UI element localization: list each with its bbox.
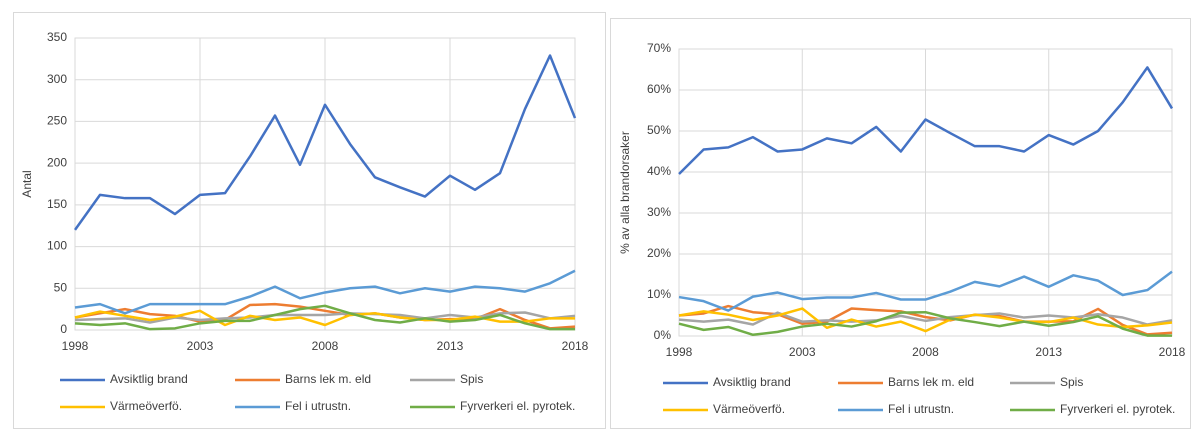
legend-label: Värmeöverfö.: [110, 399, 182, 413]
series-line: [678, 304, 1173, 336]
y-tick-label: 70%: [647, 41, 671, 55]
series-line: [74, 309, 575, 327]
legend-label: Fyrverkeri el. pyrotek.: [460, 399, 575, 413]
legend-label: Spis: [1060, 375, 1083, 389]
x-tick-label: 2003: [187, 339, 214, 353]
y-tick-label: 60%: [647, 82, 671, 96]
x-tick-label: 1998: [666, 345, 693, 359]
y-tick-label: 0%: [654, 328, 672, 342]
series-line: [74, 311, 576, 324]
x-tick-label: 2013: [1035, 345, 1062, 359]
y-axis-title: Antal: [20, 170, 34, 197]
y-tick-label: 50: [54, 280, 68, 294]
y-tick-label: 300: [47, 72, 67, 86]
legend-label: Avsiktlig brand: [713, 375, 791, 389]
legend-label: Fel i utrustn.: [888, 402, 954, 416]
panel-right: [610, 18, 1191, 429]
series-line: [678, 310, 1172, 337]
y-tick-label: 250: [47, 114, 67, 128]
y-tick-label: 0: [60, 322, 67, 336]
y-tick-label: 40%: [647, 164, 671, 178]
legend-label: Spis: [460, 372, 483, 386]
y-tick-label: 200: [47, 155, 67, 169]
series-line: [678, 307, 1173, 333]
x-tick-label: 2018: [562, 339, 589, 353]
x-tick-label: 2008: [912, 345, 939, 359]
series-line: [73, 54, 577, 231]
series-line: [74, 269, 576, 315]
legend-label: Värmeöverfö.: [713, 402, 785, 416]
legend-label: Barns lek m. eld: [888, 375, 974, 389]
y-tick-label: 30%: [647, 205, 671, 219]
x-tick-label: 1998: [62, 339, 89, 353]
series-line: [678, 270, 1173, 312]
plot-border: [678, 48, 1173, 337]
plot-border: [74, 37, 576, 331]
y-tick-label: 50%: [647, 123, 671, 137]
y-axis-title: % av alla brandorsaker: [618, 131, 632, 254]
x-tick-label: 2003: [789, 345, 816, 359]
series-line: [74, 302, 576, 330]
series-line: [74, 304, 575, 331]
y-tick-label: 100: [47, 239, 67, 253]
y-tick-label: 20%: [647, 246, 671, 260]
series-line: [678, 66, 1174, 175]
x-tick-label: 2013: [437, 339, 464, 353]
y-tick-label: 350: [47, 30, 67, 44]
panel-left: [13, 12, 606, 429]
y-tick-label: 150: [47, 197, 67, 211]
y-tick-label: 10%: [647, 287, 671, 301]
x-tick-label: 2008: [312, 339, 339, 353]
legend-label: Fyrverkeri el. pyrotek.: [1060, 402, 1175, 416]
legend-label: Fel i utrustn.: [285, 399, 351, 413]
x-tick-label: 2018: [1159, 345, 1186, 359]
legend-label: Barns lek m. eld: [285, 372, 371, 386]
series-line: [678, 311, 1173, 326]
legend-label: Avsiktlig brand: [110, 372, 188, 386]
